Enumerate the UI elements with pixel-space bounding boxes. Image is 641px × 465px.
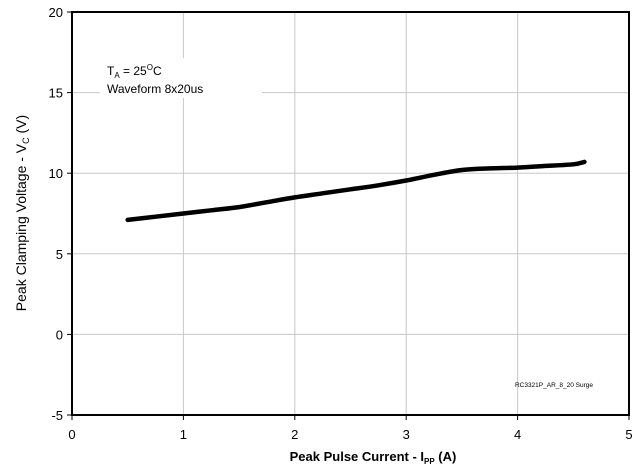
reference-code: RC3321P_AR_8_20 Surge xyxy=(515,382,593,389)
y-tick-label: 0 xyxy=(56,327,63,342)
y-tick-label: -5 xyxy=(51,408,63,423)
x-axis-title: Peak Pulse Current - IPP (A) xyxy=(290,449,457,465)
grid-lines xyxy=(72,12,629,415)
annotation-box xyxy=(100,58,262,98)
x-tick-label: 2 xyxy=(291,427,298,442)
y-tick-label: 20 xyxy=(49,5,63,20)
y-tick-label: 5 xyxy=(56,247,63,262)
x-tick-label: 1 xyxy=(180,427,187,442)
y-tick-label: 10 xyxy=(49,166,63,181)
x-tick-label: 4 xyxy=(514,427,521,442)
series-lines xyxy=(125,159,587,223)
tick-labels: 0 1 2 3 4 5 -5 0 5 10 15 20 xyxy=(49,5,633,442)
y-axis-title: Peak Clamping Voltage - VC (V) xyxy=(13,115,31,311)
x-tick-label: 5 xyxy=(625,427,632,442)
x-tick-label: 3 xyxy=(403,427,410,442)
y-tick-label: 15 xyxy=(49,86,63,101)
series-line-0 xyxy=(125,159,587,223)
waveform-annotation: Waveform 8x20us xyxy=(107,82,203,96)
plot-frame xyxy=(71,11,630,416)
axis-ticks xyxy=(67,11,630,420)
temperature-annotation: TA = 25OC xyxy=(107,63,162,80)
x-tick-label: 0 xyxy=(68,427,75,442)
